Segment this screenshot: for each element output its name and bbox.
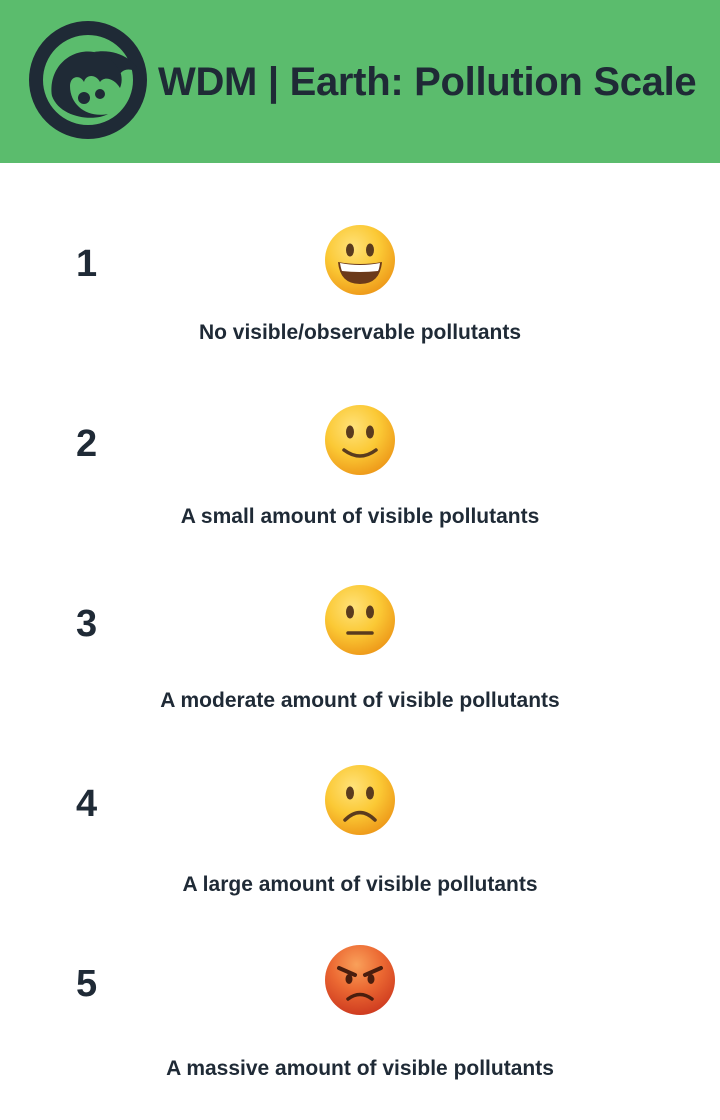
level-description: A massive amount of visible pollutants <box>166 1057 554 1080</box>
scale-level-3: 3 A moderate amount of visible pollutant… <box>0 584 720 724</box>
grinning-face-icon <box>325 225 395 295</box>
wdm-wave-logo-icon <box>29 21 147 139</box>
level-number: 5 <box>76 963 98 1005</box>
header-bar: WDM | Earth: Pollution Scale <box>0 0 720 163</box>
scale-level-1: 1 No visible/observable pollutants <box>0 224 720 364</box>
frowning-face-icon <box>325 765 395 835</box>
level-number: 4 <box>76 783 98 825</box>
level-description: A large amount of visible pollutants <box>182 873 538 896</box>
scale-level-4: 4 A large amount of visible pollutants <box>0 764 720 904</box>
neutral-face-icon <box>325 585 395 655</box>
level-description: A small amount of visible pollutants <box>180 505 540 528</box>
level-description: No visible/observable pollutants <box>198 321 522 344</box>
scale-level-2: 2 A small amount of visible pollutants <box>0 404 720 544</box>
angry-face-icon <box>325 945 395 1015</box>
slightly-smiling-face-icon <box>325 405 395 475</box>
level-number: 1 <box>76 243 98 285</box>
scale-level-5: 5 A massive amount of visible pollutants <box>0 944 720 1084</box>
page-title: WDM | Earth: Pollution Scale <box>158 60 697 104</box>
level-number: 2 <box>76 423 98 465</box>
level-number: 3 <box>76 603 98 645</box>
level-description: A moderate amount of visible pollutants <box>160 689 560 712</box>
